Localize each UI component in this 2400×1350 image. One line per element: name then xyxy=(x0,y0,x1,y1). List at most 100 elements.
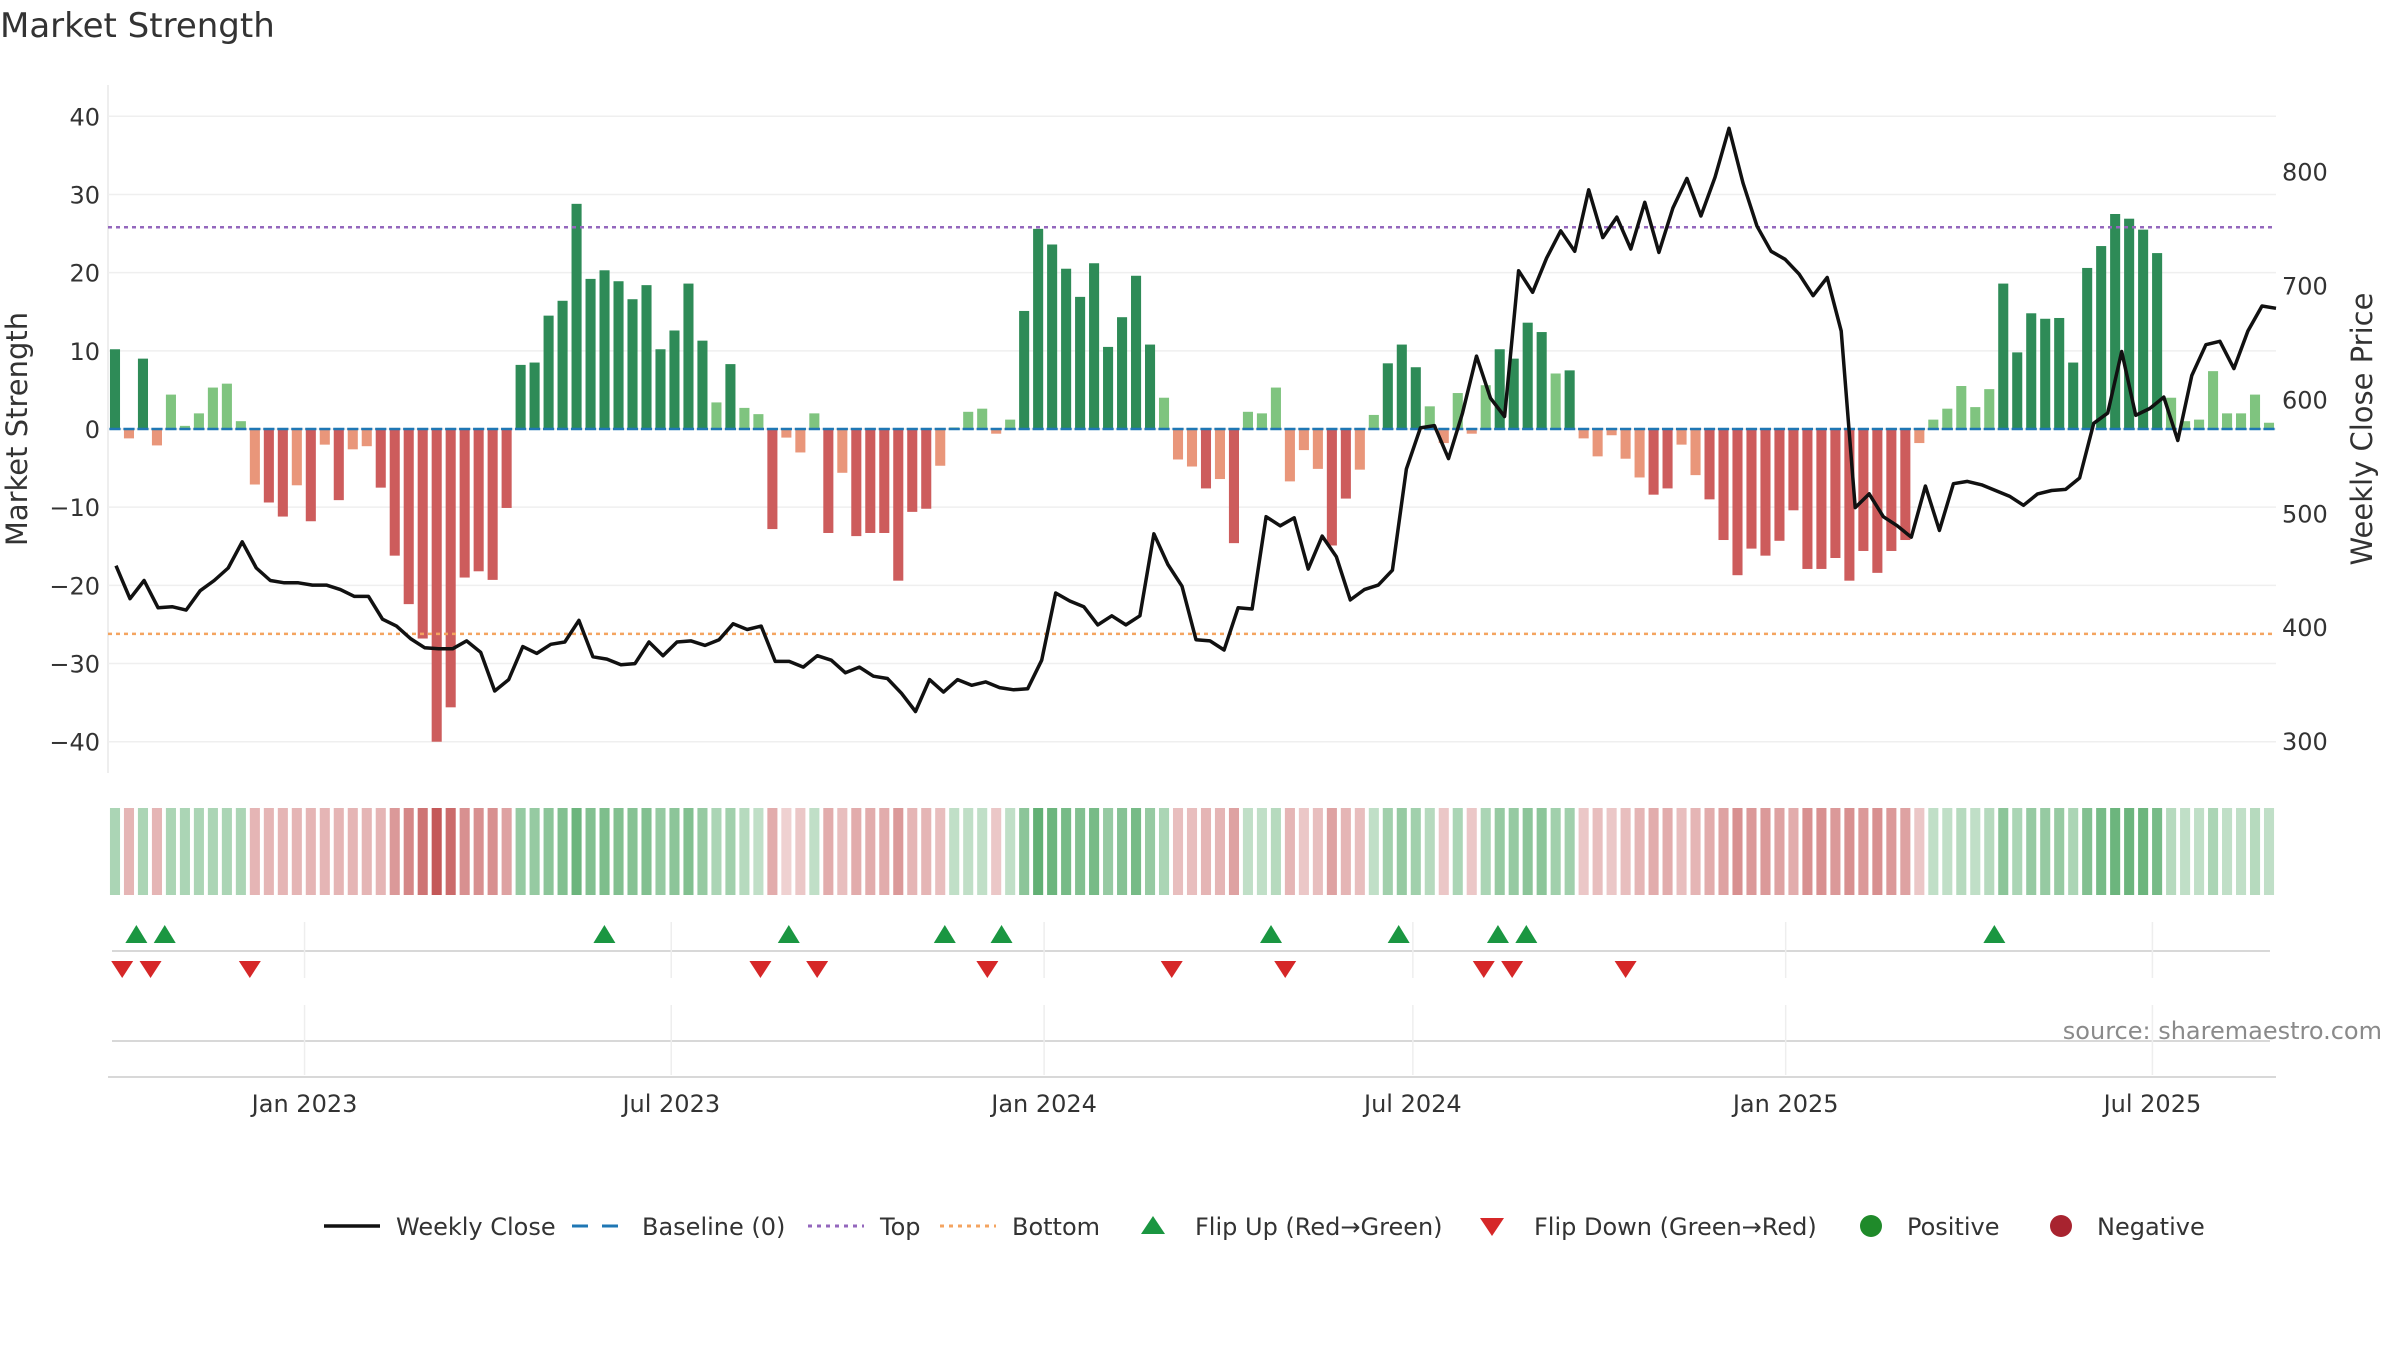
heat-strip-tile xyxy=(151,808,162,895)
strength-bar xyxy=(2222,413,2233,429)
strength-bar xyxy=(1690,429,1701,476)
heat-strip-tile xyxy=(1005,808,1016,895)
strength-bar xyxy=(795,429,806,453)
x-tick-label: Jan 2025 xyxy=(1731,1090,1839,1118)
legend-flip-up-icon xyxy=(1141,1216,1165,1234)
heat-strip-tile xyxy=(319,808,330,895)
heat-strip-tile xyxy=(1075,808,1086,895)
heat-strip-tile xyxy=(1158,808,1170,895)
heat-strip-tile xyxy=(2166,808,2177,895)
heat-strip-tile xyxy=(893,808,904,895)
heat-strip-tile xyxy=(487,808,498,895)
heat-strip-tile xyxy=(1732,808,1743,895)
strength-bar xyxy=(165,394,176,429)
heat-strip-tile xyxy=(1998,808,2009,895)
heat-strip-tile xyxy=(2054,808,2065,895)
heat-strip-tile xyxy=(599,808,610,895)
heat-strip-tile xyxy=(473,808,484,895)
heat-strip-tile xyxy=(1970,808,1981,895)
strength-bar xyxy=(1746,429,1757,549)
heat-strip-tile xyxy=(1200,808,1212,895)
strength-bar xyxy=(1998,283,2009,429)
heat-strip-tile xyxy=(767,808,778,895)
flip-down-marker xyxy=(1472,961,1495,978)
strength-bar xyxy=(1634,429,1645,478)
heat-strip-tile xyxy=(1984,808,1995,895)
heat-strip-tile xyxy=(417,808,428,895)
heat-strip-tile xyxy=(697,808,708,895)
heat-strip-tile xyxy=(921,808,932,895)
strength-bar xyxy=(543,315,554,429)
heat-strip-tile xyxy=(935,808,946,895)
y-tick-label-left: 0 xyxy=(85,416,100,444)
heat-strip-tile xyxy=(1928,808,1939,895)
heat-strip-tile xyxy=(221,808,232,895)
heat-strip-tile xyxy=(1536,808,1547,895)
legend-label: Negative xyxy=(2097,1213,2205,1241)
strength-bar xyxy=(627,299,638,429)
heat-strip-tile xyxy=(361,808,372,895)
x-tick-label: Jul 2023 xyxy=(620,1090,720,1118)
flip-up-marker xyxy=(1515,925,1538,943)
strength-bar xyxy=(1326,429,1337,546)
strength-bar xyxy=(1620,429,1631,459)
heat-strip-tile xyxy=(543,808,554,895)
y-tick-label-right: 600 xyxy=(2282,386,2328,414)
heat-strip-tile xyxy=(1564,808,1575,895)
strength-bar xyxy=(557,300,568,429)
heat-strip-tile xyxy=(1089,808,1100,895)
strength-bar xyxy=(2166,397,2177,429)
strength-bar xyxy=(1312,429,1323,469)
heat-strip-tile xyxy=(2138,808,2149,895)
strength-bar xyxy=(487,429,498,580)
strength-bar xyxy=(2138,229,2149,429)
flip-down-marker xyxy=(139,961,162,978)
y-tick-label-right: 800 xyxy=(2282,159,2328,187)
y-tick-label-left: −40 xyxy=(49,729,100,757)
strength-bar xyxy=(529,362,540,429)
heat-strip-tile xyxy=(1788,808,1799,895)
strength-bar xyxy=(739,407,750,429)
heat-strip-tile xyxy=(1382,808,1393,895)
heat-strip-tile xyxy=(1033,808,1044,895)
heat-strip-tile xyxy=(1522,808,1533,895)
strength-bar xyxy=(1382,363,1393,429)
heat-strip-tile xyxy=(641,808,652,895)
strength-bar xyxy=(277,429,288,517)
y-axis-title-right: Weekly Close Price xyxy=(2345,293,2379,566)
heat-strip-tile xyxy=(1117,808,1128,895)
strength-bar xyxy=(1466,429,1477,434)
strength-bar xyxy=(2110,214,2121,429)
x-tick-label: Jul 2024 xyxy=(1362,1090,1462,1118)
heat-strip-tile xyxy=(781,808,792,895)
heat-strip-tile xyxy=(1956,808,1967,895)
heat-strip-tile xyxy=(977,808,988,895)
heat-strip-tile xyxy=(1886,808,1897,895)
chart-title: Market Strength xyxy=(0,6,275,46)
strength-bar xyxy=(1648,429,1659,495)
strength-bar xyxy=(431,429,442,742)
x-tick-label: Jul 2025 xyxy=(2102,1090,2202,1118)
strength-bar xyxy=(1802,429,1813,569)
heat-strip-tile xyxy=(823,808,834,895)
strength-bar xyxy=(669,330,680,429)
strength-bar xyxy=(585,278,596,429)
heat-strip-tile xyxy=(865,808,876,895)
heat-strip-tile xyxy=(1298,808,1309,895)
strength-bar xyxy=(753,414,764,429)
heat-strip-tile xyxy=(991,808,1002,895)
heat-strip-tile xyxy=(291,808,302,895)
strength-bar xyxy=(1522,322,1533,429)
legend-circle-icon xyxy=(2050,1215,2072,1237)
strength-bar xyxy=(963,411,974,429)
heat-strip-tile xyxy=(2152,808,2163,895)
heat-strip-tile xyxy=(1466,808,1477,895)
heat-strip-tile xyxy=(669,808,680,895)
heat-strip-tile xyxy=(1718,808,1729,895)
heat-strip-tile xyxy=(1620,808,1631,895)
heat-strip-tile xyxy=(1284,808,1295,895)
heat-strip-tile xyxy=(1228,808,1239,895)
strength-bar xyxy=(1396,344,1407,429)
heat-strip-tile xyxy=(1131,808,1142,895)
strength-bar xyxy=(2082,267,2093,429)
